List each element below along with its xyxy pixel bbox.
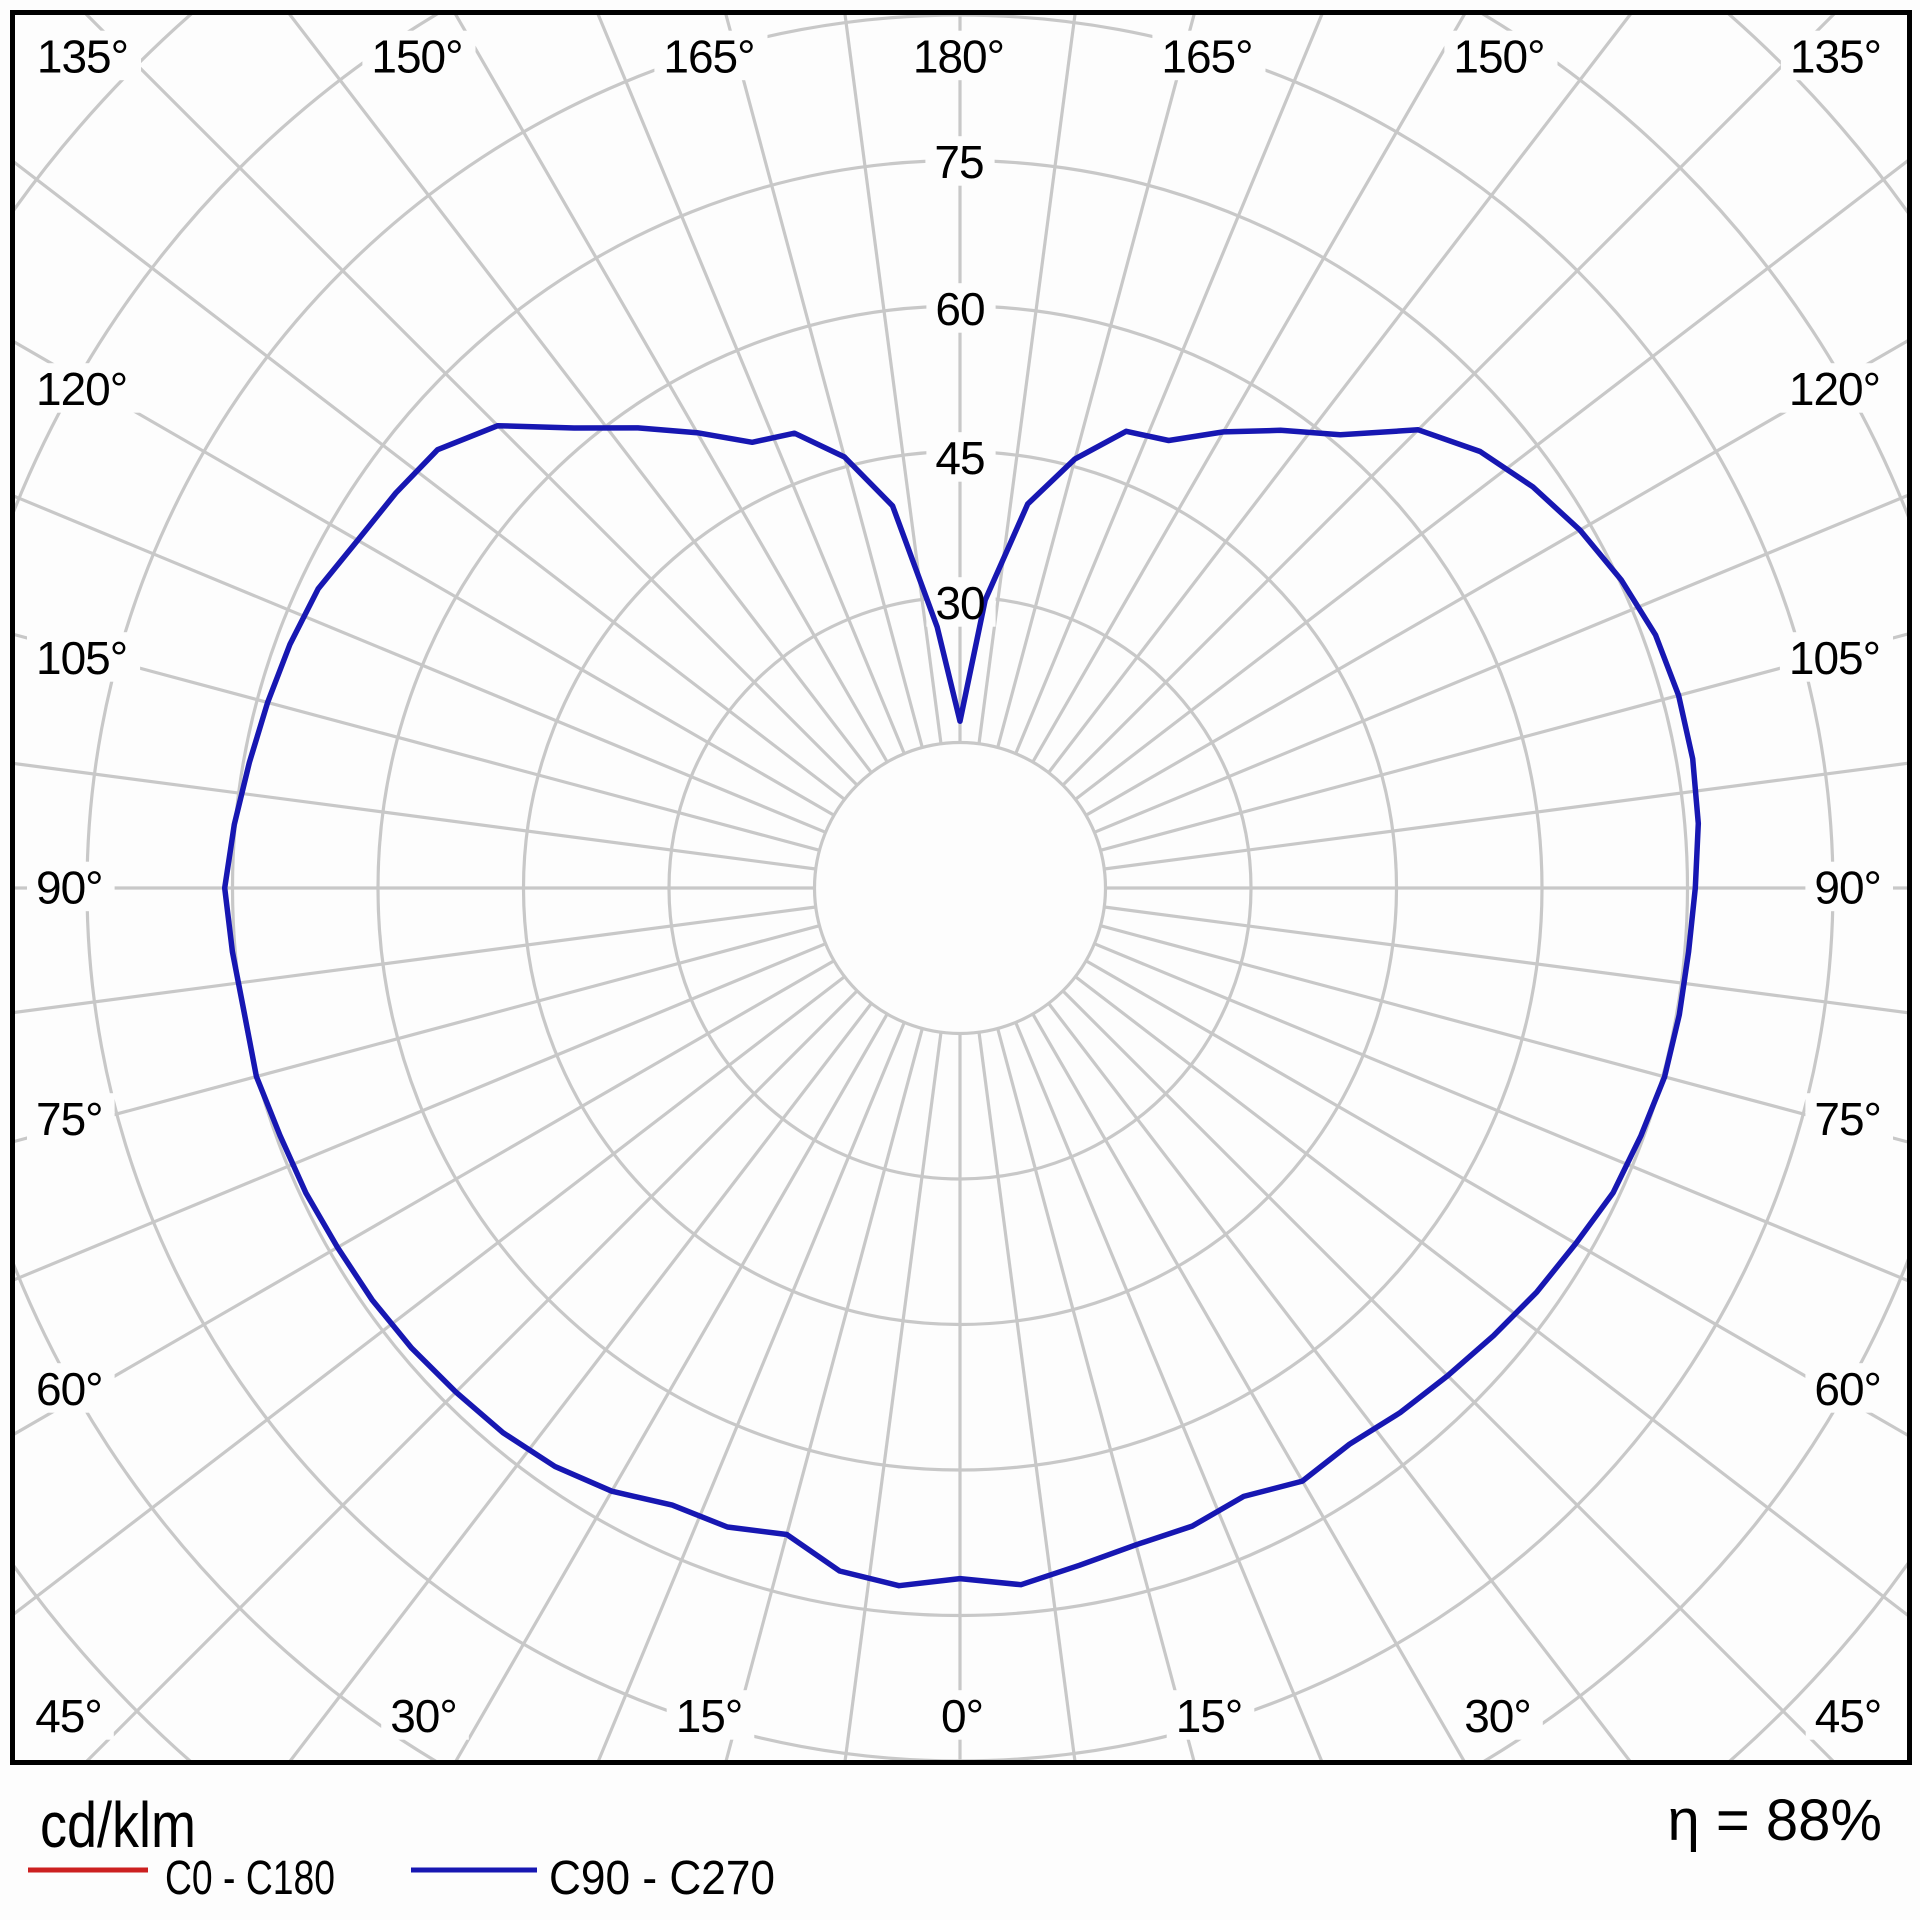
svg-text:135°: 135° [37,30,128,82]
svg-text:90°: 90° [1814,861,1881,913]
svg-text:45°: 45° [35,1690,102,1742]
svg-text:90°: 90° [36,861,103,913]
svg-text:150°: 150° [1453,30,1544,82]
svg-text:30: 30 [935,577,984,629]
svg-text:105°: 105° [1789,632,1880,684]
svg-text:120°: 120° [36,363,127,415]
svg-text:75: 75 [934,136,983,188]
svg-text:60°: 60° [1814,1363,1881,1415]
svg-text:135°: 135° [1790,30,1881,82]
svg-text:60°: 60° [36,1363,103,1415]
svg-text:60: 60 [935,283,984,335]
svg-text:165°: 165° [663,30,754,82]
svg-text:105°: 105° [36,632,127,684]
svg-text:15°: 15° [1176,1690,1243,1742]
svg-text:75°: 75° [1814,1093,1881,1145]
svg-text:C90 - C270: C90 - C270 [549,1852,775,1905]
svg-text:45°: 45° [1815,1690,1882,1742]
svg-text:30°: 30° [390,1690,457,1742]
svg-text:0°: 0° [941,1690,983,1742]
svg-text:cd/klm: cd/klm [40,1789,196,1861]
svg-text:165°: 165° [1161,30,1252,82]
svg-text:45: 45 [935,432,984,484]
svg-text:180°: 180° [913,30,1004,82]
svg-text:75°: 75° [36,1093,103,1145]
svg-text:η = 88%: η = 88% [1668,1788,1882,1853]
svg-text:120°: 120° [1789,363,1880,415]
svg-text:150°: 150° [371,30,462,82]
svg-text:30°: 30° [1464,1690,1531,1742]
svg-text:15°: 15° [676,1690,743,1742]
svg-text:C0 - C180: C0 - C180 [165,1852,335,1905]
